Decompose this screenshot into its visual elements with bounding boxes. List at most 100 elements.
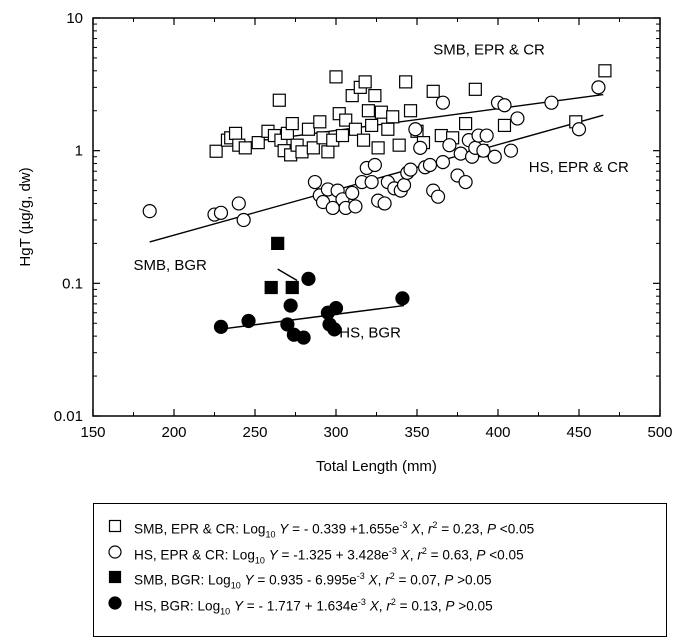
data-point bbox=[231, 196, 246, 211]
legend-marker-shape bbox=[108, 570, 122, 584]
data-point bbox=[408, 122, 423, 137]
legend-text-part: = 0.07, bbox=[394, 572, 445, 588]
data-point bbox=[348, 122, 363, 136]
series-annotation: SMB, BGR bbox=[134, 257, 208, 274]
data-point bbox=[283, 298, 298, 313]
legend-text-part: P bbox=[444, 572, 454, 588]
legend-text-part: 2 bbox=[432, 520, 438, 530]
data-point bbox=[364, 174, 379, 190]
data-point bbox=[435, 155, 451, 170]
data-point bbox=[301, 122, 316, 136]
legend-text-part: = - 0.339 +1.655e bbox=[288, 521, 400, 537]
series-annotation: HS, EPR & CR bbox=[529, 159, 629, 176]
legend-text-part: X bbox=[400, 547, 410, 563]
data-point bbox=[356, 133, 371, 147]
data-point bbox=[321, 145, 335, 159]
data-point bbox=[544, 95, 559, 110]
data-point bbox=[497, 98, 512, 113]
data-point bbox=[329, 70, 343, 84]
legend-text-part: 10 bbox=[220, 605, 231, 616]
legend-text-part: , bbox=[420, 521, 428, 537]
data-point bbox=[381, 122, 395, 136]
data-point bbox=[295, 145, 309, 159]
plot-area bbox=[92, 17, 661, 417]
data-point bbox=[328, 301, 344, 316]
data-point bbox=[503, 143, 519, 158]
legend-marker bbox=[108, 595, 122, 610]
data-point bbox=[430, 189, 446, 204]
legend-text-part: 10 bbox=[254, 554, 265, 565]
legend-text-part: 2 bbox=[389, 571, 395, 581]
legend-marker bbox=[108, 519, 122, 533]
x-tick-label: 200 bbox=[161, 424, 186, 441]
data-point bbox=[238, 141, 252, 155]
data-point bbox=[459, 116, 473, 131]
data-point bbox=[251, 136, 265, 150]
data-point bbox=[285, 116, 299, 131]
data-point bbox=[335, 128, 350, 143]
y-tick-label: 0.01 bbox=[54, 408, 83, 425]
data-point bbox=[209, 144, 223, 158]
legend-text: SMB, EPR & CR: Log10 Y = - 0.339 +1.655e… bbox=[134, 515, 534, 544]
series-annotation: HS, BGR bbox=[339, 325, 401, 342]
legend-text-part: X bbox=[369, 598, 379, 614]
legend-box: SMB, EPR & CR: Log10 Y = - 0.339 +1.655e… bbox=[93, 503, 667, 637]
legend-text-part: P bbox=[476, 547, 486, 563]
data-point bbox=[271, 236, 285, 250]
legend-marker-shape bbox=[108, 519, 122, 533]
scatter-chart: 150 200 250 300 350 400 450 500 0.01 0.1 1 10 Total … bbox=[17, 10, 673, 475]
data-point bbox=[358, 75, 372, 89]
data-point bbox=[422, 157, 438, 173]
x-tick-label: 500 bbox=[647, 424, 672, 441]
series-annotation: SMB, EPR & CR bbox=[433, 42, 545, 59]
data-point bbox=[468, 82, 482, 96]
legend-text-part: , bbox=[409, 547, 418, 563]
legend-text-part: X bbox=[411, 521, 421, 537]
data-point bbox=[142, 204, 157, 219]
y-tick-label: 1 bbox=[75, 143, 83, 160]
x-tick-label: 400 bbox=[485, 424, 510, 441]
data-point bbox=[374, 105, 388, 119]
data-point bbox=[348, 199, 363, 214]
data-point bbox=[403, 104, 418, 118]
x-axis-label: Total Length (mm) bbox=[316, 458, 437, 475]
data-point bbox=[365, 118, 379, 133]
legend-text-part: r bbox=[427, 521, 433, 537]
data-point bbox=[395, 291, 410, 306]
data-point bbox=[403, 162, 418, 177]
data-point bbox=[296, 330, 311, 345]
data-point bbox=[413, 140, 428, 155]
data-point bbox=[497, 118, 512, 133]
data-point bbox=[458, 174, 473, 190]
legend-text-part: <0.05 bbox=[496, 521, 535, 537]
legend-text-part: -3 bbox=[356, 571, 365, 581]
x-tick-label: 450 bbox=[566, 424, 591, 441]
data-point bbox=[307, 174, 323, 190]
legend-text-part: , bbox=[377, 572, 386, 588]
fit-line bbox=[277, 268, 298, 282]
legend-text-part: X bbox=[368, 572, 378, 588]
data-point bbox=[339, 113, 353, 127]
legend-text-part: r bbox=[385, 572, 390, 588]
legend-text-part: SMB, EPR & CR: Log bbox=[134, 521, 266, 537]
data-point bbox=[435, 95, 451, 110]
legend-marker bbox=[108, 570, 122, 584]
data-point bbox=[327, 322, 342, 337]
data-point bbox=[476, 143, 491, 158]
legend-text-part: 10 bbox=[265, 529, 276, 540]
legend-text-part: , bbox=[378, 598, 387, 614]
data-point bbox=[236, 212, 251, 228]
legend-entry: HS, BGR: Log10 Y = - 1.717 + 1.634e-3 X,… bbox=[108, 592, 666, 618]
data-point bbox=[510, 111, 525, 126]
legend-text-part: <0.05 bbox=[485, 547, 524, 563]
data-point bbox=[487, 149, 502, 164]
legend-text-part: SMB, BGR: Log bbox=[134, 572, 231, 588]
legend-text-part: r bbox=[386, 598, 391, 614]
data-point bbox=[272, 93, 286, 107]
legend-text-part: Y bbox=[233, 598, 244, 614]
legend-text-part: = - 1.717 + 1.634e bbox=[243, 598, 358, 614]
legend-text-part: 2 bbox=[421, 545, 427, 556]
data-point bbox=[479, 128, 494, 143]
legend-text-part: = 0.23, bbox=[437, 521, 487, 537]
legend-text-part: = -1.325 + 3.428e bbox=[277, 547, 389, 563]
